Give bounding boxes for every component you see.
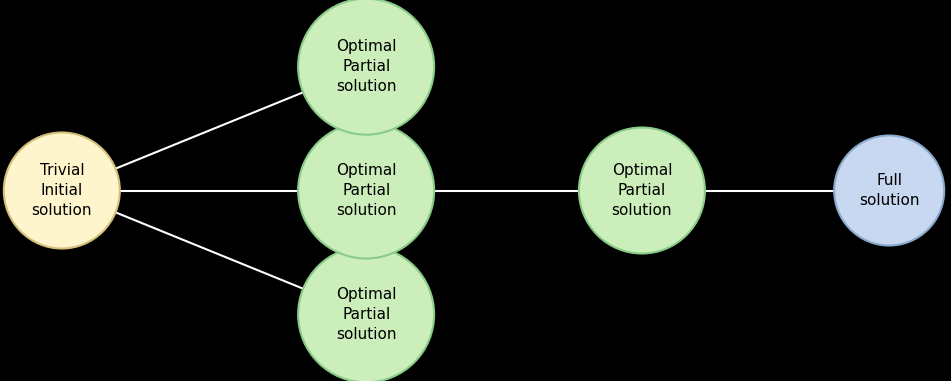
Text: Trivial
Initial
solution: Trivial Initial solution <box>31 163 92 218</box>
Ellipse shape <box>834 136 944 245</box>
Text: Full
solution: Full solution <box>859 173 920 208</box>
Text: Optimal
Partial
solution: Optimal Partial solution <box>611 163 672 218</box>
Ellipse shape <box>298 247 435 381</box>
Ellipse shape <box>298 123 435 258</box>
Text: Optimal
Partial
solution: Optimal Partial solution <box>336 287 397 342</box>
Ellipse shape <box>298 0 435 134</box>
Ellipse shape <box>4 133 120 248</box>
Text: Optimal
Partial
solution: Optimal Partial solution <box>336 39 397 94</box>
Text: Optimal
Partial
solution: Optimal Partial solution <box>336 163 397 218</box>
Ellipse shape <box>579 128 705 253</box>
